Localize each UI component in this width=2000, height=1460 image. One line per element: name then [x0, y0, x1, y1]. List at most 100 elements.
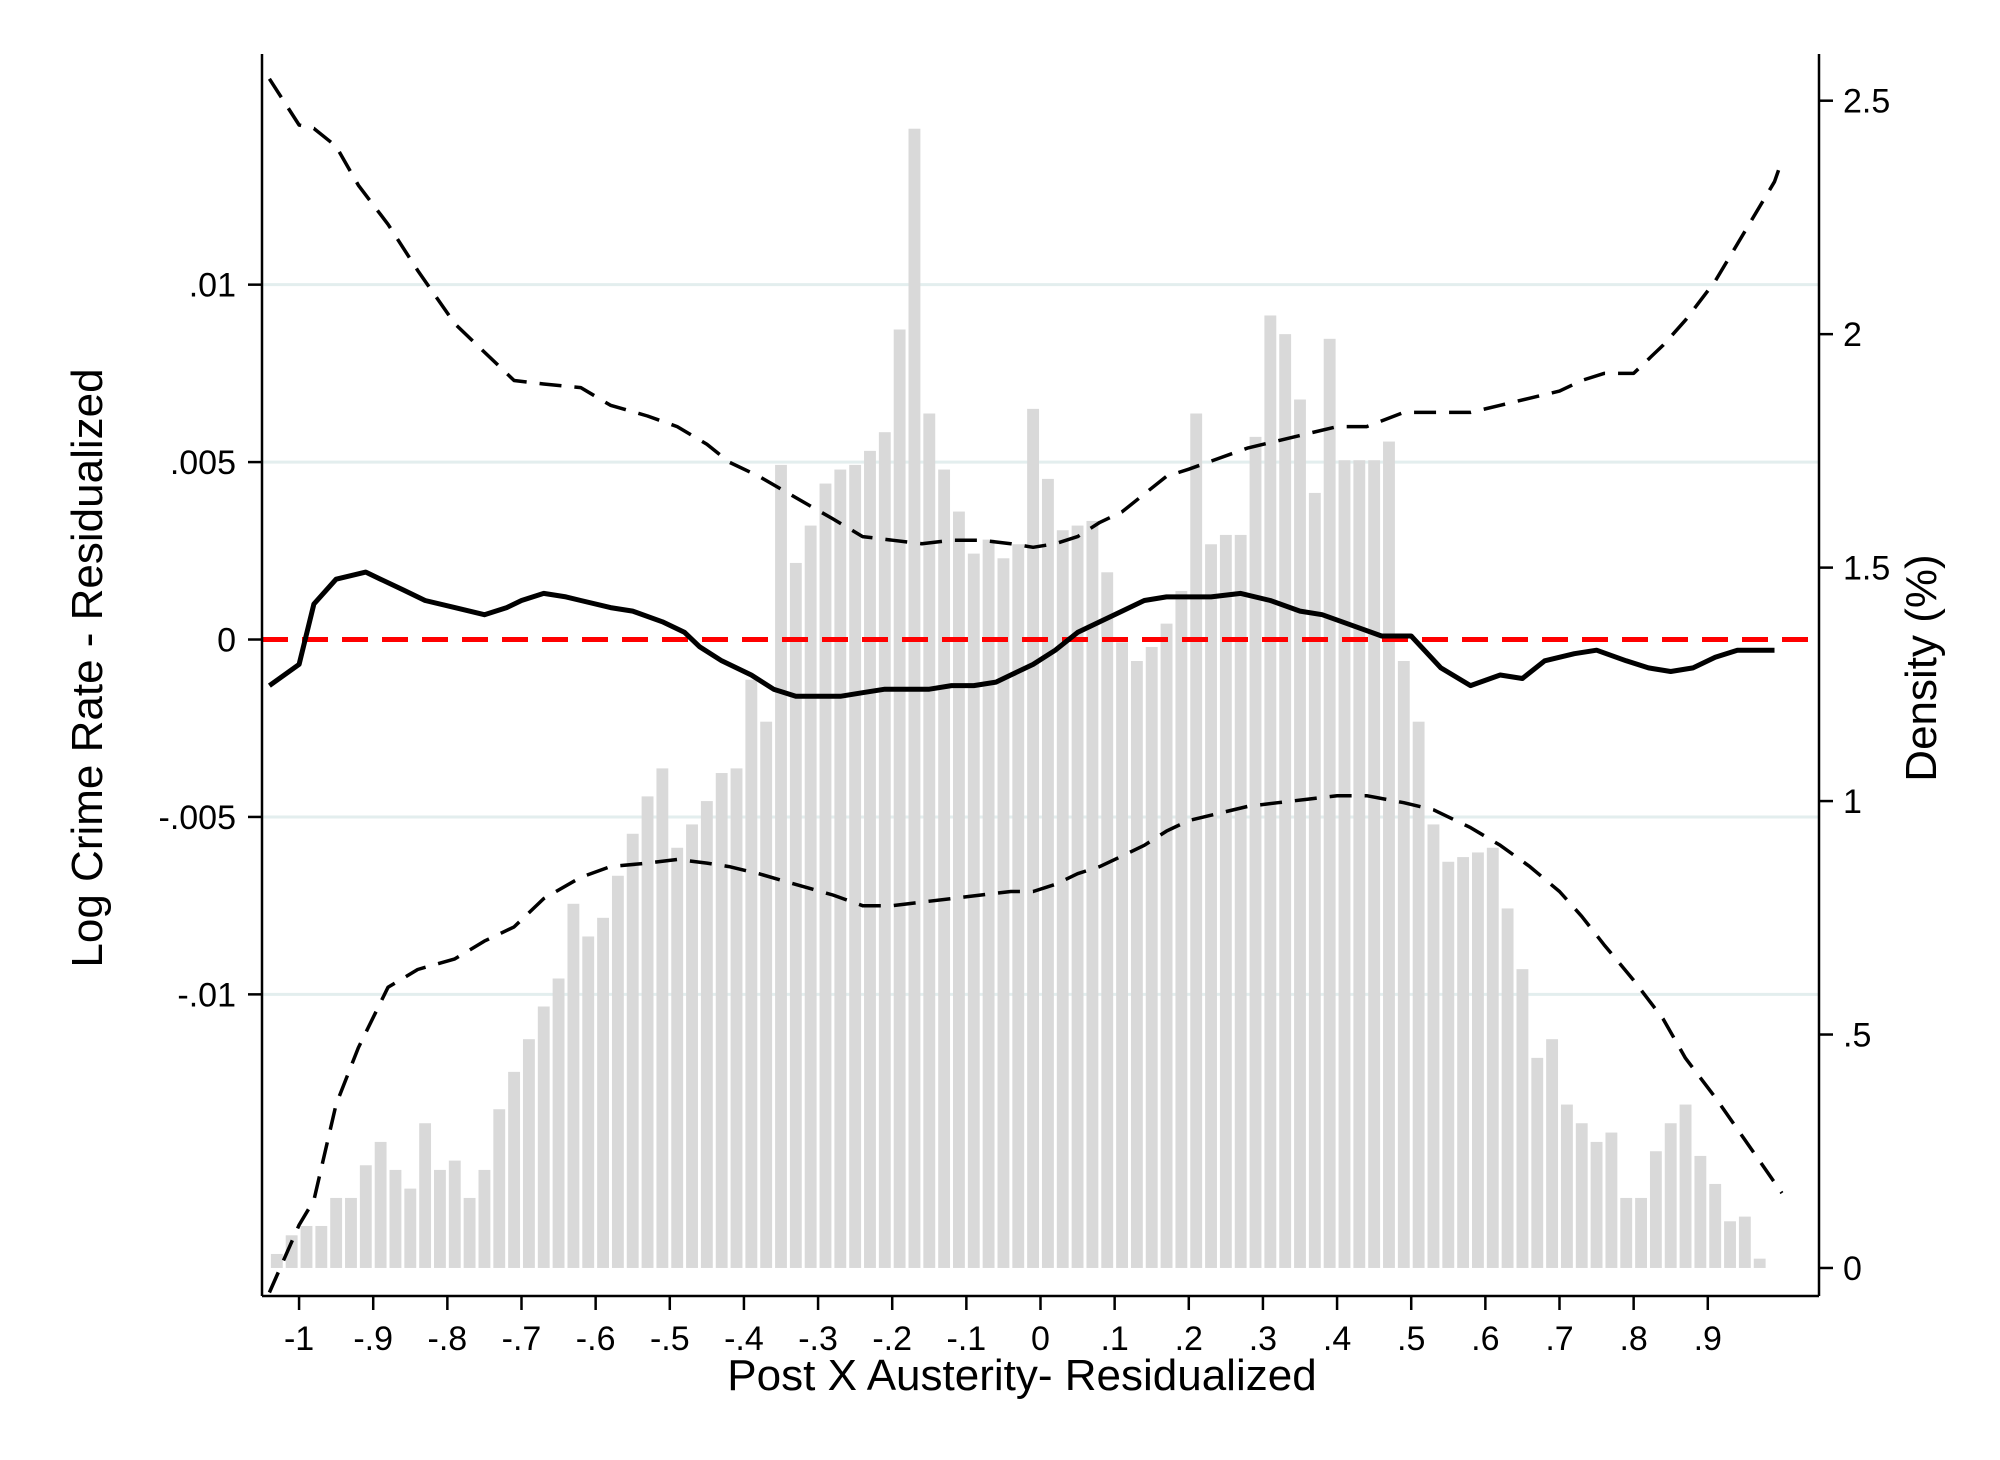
- x-tick-label: .4: [1323, 1320, 1351, 1358]
- histogram-bar: [908, 128, 921, 1268]
- histogram-bar: [671, 847, 684, 1268]
- histogram-bar: [582, 936, 595, 1268]
- y-axis-left-title: Log Crime Rate - Residualized: [63, 368, 112, 967]
- histogram-bar: [938, 469, 951, 1268]
- histogram-bar: [1294, 399, 1306, 1268]
- histogram-bar: [923, 413, 936, 1268]
- x-tick-label: .1: [1100, 1320, 1128, 1358]
- histogram-bar: [1145, 646, 1158, 1268]
- y-right-tick-label: 0: [1843, 1250, 1862, 1288]
- y-left-tick-label: .01: [189, 267, 236, 305]
- histogram-bar: [864, 450, 876, 1268]
- histogram-bars: [270, 128, 1766, 1268]
- histogram-bar: [1516, 969, 1529, 1268]
- histogram-bar: [330, 1197, 343, 1268]
- histogram-bar: [315, 1225, 328, 1268]
- histogram-bar: [345, 1197, 357, 1268]
- histogram-bar: [730, 768, 743, 1268]
- histogram-bar: [1649, 1151, 1662, 1268]
- histogram-bar: [537, 1006, 550, 1268]
- histogram-bar: [478, 1169, 491, 1268]
- histogram-bar: [819, 483, 832, 1268]
- x-tick-label: -.4: [724, 1320, 764, 1358]
- histogram-bar: [1546, 1039, 1559, 1268]
- histogram-bar: [1041, 478, 1054, 1268]
- histogram-bar: [1264, 315, 1277, 1268]
- x-tick-label: -.9: [353, 1320, 393, 1358]
- histogram-bar: [656, 768, 669, 1268]
- y-right-tick-label: 1.5: [1843, 550, 1890, 588]
- histogram-bar: [1086, 520, 1099, 1268]
- axes: [248, 54, 1833, 1310]
- histogram-bar: [1101, 572, 1114, 1268]
- histogram-bar: [1279, 334, 1292, 1268]
- histogram-bar: [1709, 1183, 1722, 1268]
- histogram-bar: [597, 917, 609, 1268]
- histogram-bar: [463, 1197, 476, 1268]
- histogram-bar: [1027, 408, 1040, 1268]
- histogram-bar: [1560, 1104, 1573, 1268]
- histogram-bar: [1501, 908, 1514, 1268]
- histogram-bar: [715, 773, 728, 1268]
- histogram-bar: [1175, 590, 1188, 1268]
- series-lines: [267, 77, 1784, 1294]
- histogram-bar: [1753, 1258, 1766, 1268]
- histogram-bar: [404, 1188, 417, 1268]
- histogram-bar: [1694, 1155, 1707, 1268]
- histogram-bar: [1383, 441, 1395, 1268]
- histogram-bar: [1590, 1141, 1603, 1268]
- x-tick-label: -.5: [650, 1320, 690, 1358]
- histogram-bar: [626, 833, 639, 1268]
- histogram-bar: [1219, 534, 1232, 1268]
- x-tick-label: -1: [284, 1320, 314, 1358]
- histogram-bar: [1457, 857, 1470, 1268]
- x-tick-label: .3: [1249, 1320, 1277, 1358]
- x-tick-label: .7: [1545, 1320, 1573, 1358]
- y-left-tick-label: 0: [217, 622, 236, 660]
- x-tick-label: .5: [1397, 1320, 1425, 1358]
- histogram-bar: [448, 1160, 461, 1268]
- histogram-bar: [641, 796, 654, 1268]
- x-tick-label: -.8: [428, 1320, 468, 1358]
- histogram-bar: [967, 553, 980, 1268]
- histogram-bar: [1635, 1197, 1647, 1268]
- histogram-bar: [1116, 642, 1128, 1268]
- histogram-bar: [300, 1225, 313, 1268]
- histogram-bar: [775, 464, 787, 1268]
- histogram-bar: [1679, 1104, 1692, 1268]
- histogram-bar: [1472, 852, 1484, 1268]
- histogram-bar: [893, 329, 906, 1268]
- histogram-bar: [419, 1123, 432, 1268]
- histogram-bar: [1738, 1216, 1751, 1268]
- histogram-bar: [552, 978, 565, 1268]
- x-tick-label: -.7: [502, 1320, 542, 1358]
- x-tick-label: 0: [1031, 1320, 1050, 1358]
- y-right-tick-label: 1: [1843, 783, 1862, 821]
- x-tick-label: -.3: [798, 1320, 838, 1358]
- histogram-bar: [1012, 544, 1025, 1268]
- histogram-bar: [434, 1169, 446, 1268]
- histogram-bar: [849, 464, 862, 1268]
- histogram-bar: [1353, 460, 1366, 1268]
- histogram-bar: [1338, 460, 1351, 1268]
- histogram-bar: [1130, 660, 1143, 1268]
- histogram-bar: [1234, 534, 1247, 1268]
- histogram-bar: [1249, 436, 1262, 1268]
- histogram-bar: [1308, 492, 1321, 1268]
- confidence-band-line: [267, 793, 1784, 1294]
- histogram-bar: [1056, 530, 1069, 1268]
- histogram-bar: [1620, 1197, 1633, 1268]
- histogram-bar: [745, 679, 758, 1268]
- histogram-bar: [700, 801, 713, 1268]
- histogram-bar: [567, 903, 580, 1268]
- histogram-bar: [789, 562, 802, 1268]
- histogram-bar: [1397, 660, 1410, 1268]
- y-right-tick-label: .5: [1843, 1017, 1871, 1055]
- histogram-bar: [508, 1071, 521, 1268]
- x-tick-label: .2: [1175, 1320, 1203, 1358]
- histogram-bar: [493, 1109, 506, 1268]
- histogram-bar: [878, 432, 891, 1268]
- x-tick-label: -.1: [947, 1320, 987, 1358]
- histogram-bar: [982, 539, 995, 1268]
